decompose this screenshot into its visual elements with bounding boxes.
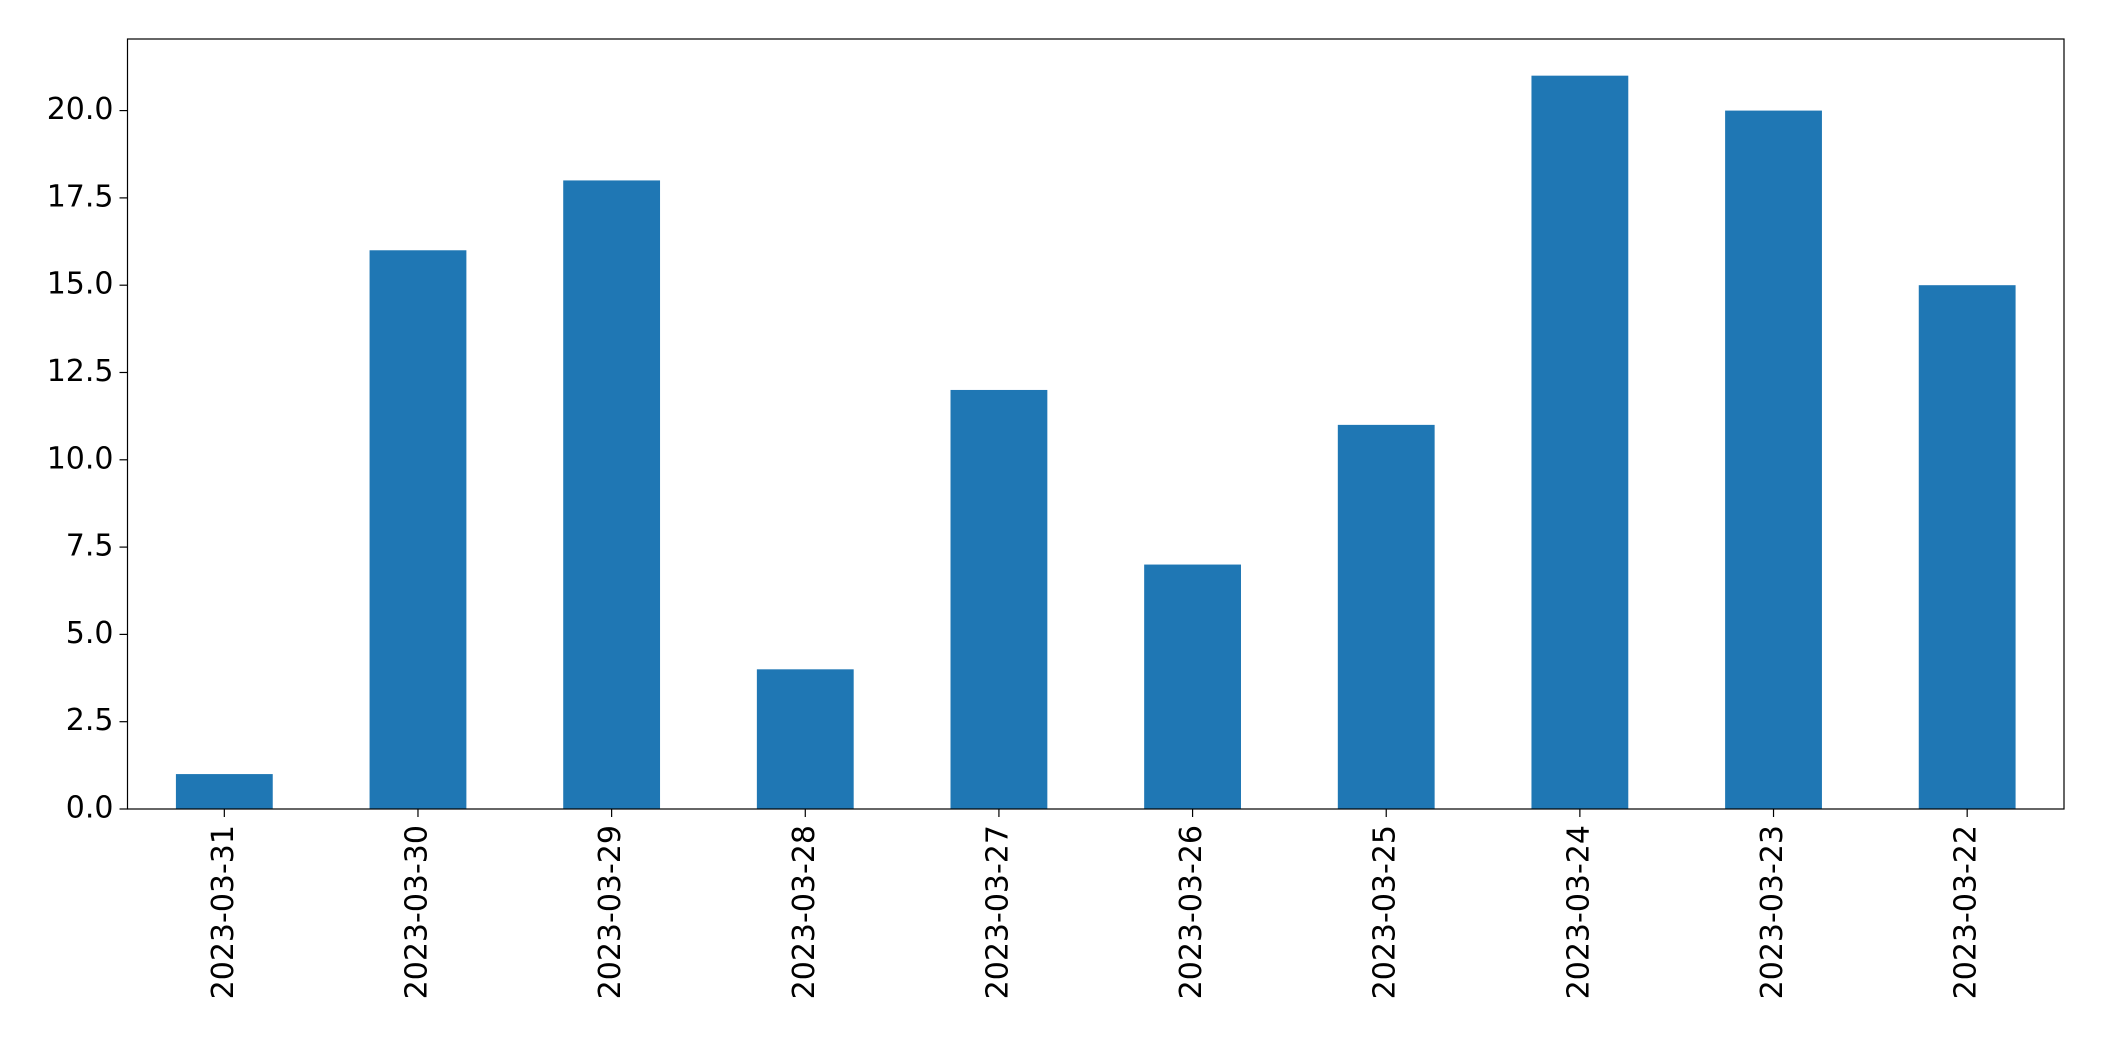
y-tick-label: 0.0 <box>66 791 114 826</box>
x-tick-label: 2023-03-23 <box>1755 825 1790 999</box>
x-tick-label: 2023-03-29 <box>593 825 628 999</box>
y-tick-label: 7.5 <box>66 529 114 564</box>
bar <box>1337 424 1435 809</box>
y-tick-label: 20.0 <box>47 92 114 127</box>
y-tick-label: 12.5 <box>47 354 114 389</box>
x-tick-label: 2023-03-25 <box>1368 825 1403 999</box>
y-tick-label: 5.0 <box>66 616 114 651</box>
y-tick-label: 17.5 <box>47 179 114 214</box>
bar <box>1531 75 1629 809</box>
x-tick-label: 2023-03-31 <box>206 825 241 999</box>
axes-frame <box>126 38 2065 810</box>
y-tick-label: 2.5 <box>66 703 114 738</box>
bar <box>563 180 661 809</box>
bar <box>1144 564 1241 809</box>
bar <box>175 774 273 809</box>
x-tick-label: 2023-03-30 <box>399 825 434 999</box>
bar <box>1918 285 2016 809</box>
bar <box>950 389 1048 809</box>
x-tick-label: 2023-03-28 <box>787 825 822 999</box>
bar <box>756 669 854 809</box>
bar <box>369 250 467 809</box>
x-tick-label: 2023-03-27 <box>980 825 1015 999</box>
x-tick-label: 2023-03-24 <box>1561 825 1596 999</box>
x-tick-label: 2023-03-26 <box>1174 825 1209 999</box>
y-tick-label: 10.0 <box>47 441 114 476</box>
x-tick-label: 2023-03-22 <box>1949 825 1984 999</box>
bar <box>1725 110 1822 810</box>
y-tick-label: 15.0 <box>47 267 114 302</box>
